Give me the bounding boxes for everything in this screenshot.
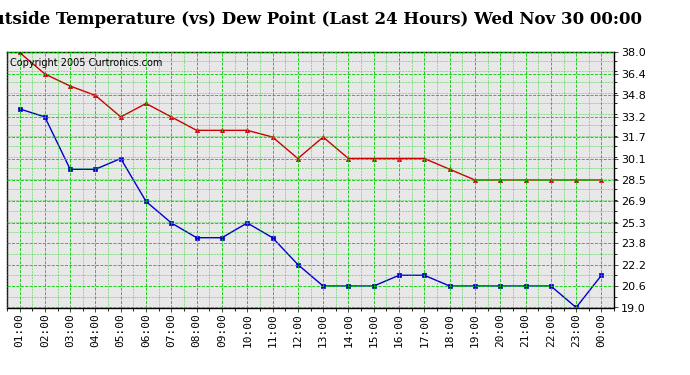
Text: Outside Temperature (vs) Dew Point (Last 24 Hours) Wed Nov 30 00:00: Outside Temperature (vs) Dew Point (Last… bbox=[0, 11, 642, 28]
Text: Copyright 2005 Curtronics.com: Copyright 2005 Curtronics.com bbox=[10, 58, 162, 68]
